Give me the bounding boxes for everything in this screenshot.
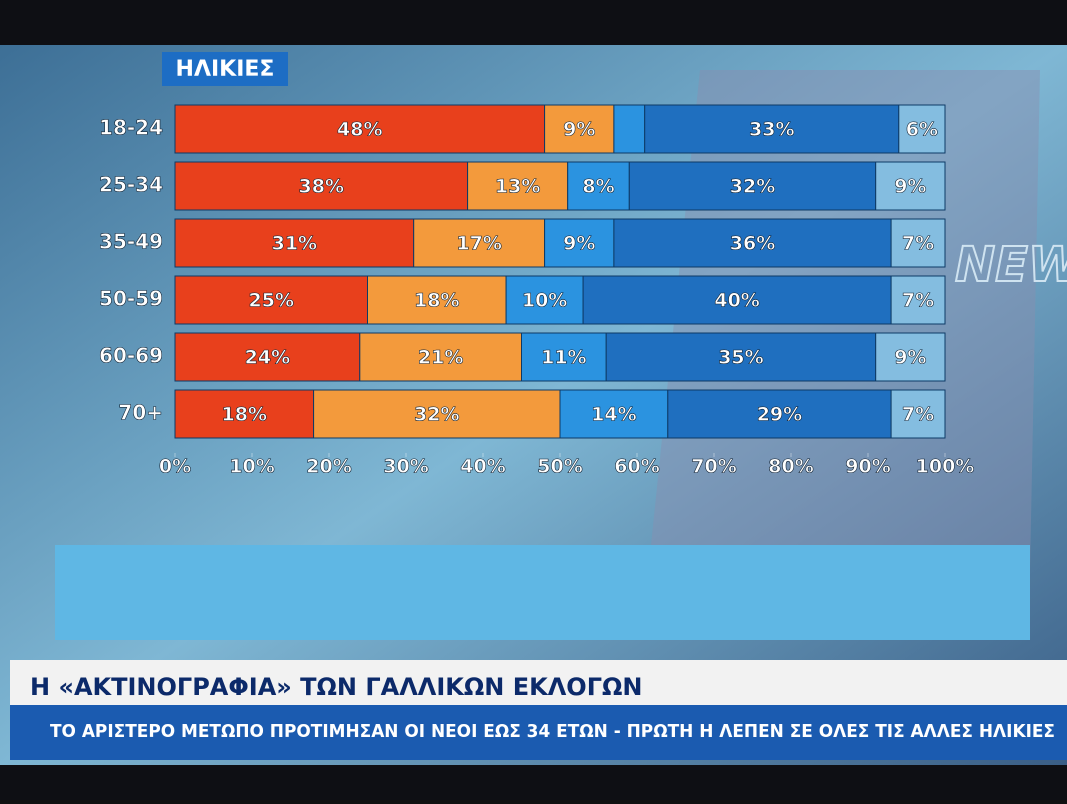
chart-title: ΗΛΙΚΙΕΣ: [176, 57, 275, 82]
value-label: 9%: [563, 119, 595, 141]
value-label: 40%: [714, 290, 759, 312]
value-label: 21%: [418, 347, 463, 369]
bar-segment: [890, 218, 946, 268]
value-label: 6%: [906, 119, 938, 141]
bar-segment: [467, 161, 569, 211]
x-tick-label: 40%: [460, 456, 505, 478]
value-label: 13%: [495, 176, 540, 198]
bar-segment: [875, 332, 946, 382]
sub-banner: [10, 705, 1067, 760]
bar-segment: [174, 104, 546, 154]
x-tick-label: 50%: [537, 456, 582, 478]
bar-segment: [582, 275, 892, 325]
x-tick-label: 10%: [229, 456, 274, 478]
bar-segment: [605, 332, 877, 382]
bar-segment: [174, 332, 361, 382]
bar-segment: [613, 218, 892, 268]
bar-segment: [413, 218, 546, 268]
headline: Η «ΑΚΤΙΝΟΓΡΑΦΙΑ» ΤΩΝ ΓΑΛΛΙΚΩΝ ΕΚΛΟΓΩΝ: [30, 673, 642, 701]
bar-segment: [174, 389, 315, 439]
bar-segment: [644, 104, 900, 154]
x-tick-label: 80%: [768, 456, 813, 478]
value-label: 32%: [730, 176, 775, 198]
bar-segment: [613, 104, 646, 154]
value-label: 31%: [272, 233, 317, 255]
bar-segment: [359, 332, 522, 382]
title-box: [162, 52, 288, 86]
bar-segment: [367, 275, 507, 325]
bar-segment: [521, 332, 607, 382]
bar-segment: [544, 218, 615, 268]
bar-segment: [875, 161, 946, 211]
value-label: 9%: [894, 176, 926, 198]
value-label: 9%: [563, 233, 595, 255]
x-tick-label: 0%: [159, 456, 191, 478]
category-label: 18-24: [99, 116, 163, 140]
bar-segment: [313, 389, 561, 439]
value-label: 8%: [582, 176, 614, 198]
value-label: 7%: [902, 233, 934, 255]
category-label: 35-49: [99, 230, 163, 254]
value-label: 17%: [456, 233, 501, 255]
bar-segment: [174, 161, 469, 211]
bar-segment: [567, 161, 630, 211]
value-label: 14%: [591, 404, 636, 426]
x-tick-label: 90%: [845, 456, 890, 478]
subheadline: ΤΟ ΑΡΙΣΤΕΡΟ ΜΕΤΩΠΟ ΠΡΟΤΙΜΗΣΑΝ ΟΙ ΝΕΟΙ ΕΩ…: [50, 722, 1055, 742]
bar-segment: [890, 389, 946, 439]
x-tick-label: 20%: [306, 456, 351, 478]
value-label: 24%: [245, 347, 290, 369]
category-label: 50-59: [99, 287, 163, 311]
bar-segment: [667, 389, 892, 439]
value-label: 48%: [337, 119, 382, 141]
bar-segment: [628, 161, 877, 211]
value-label: 7%: [902, 290, 934, 312]
value-label: 7%: [902, 404, 934, 426]
bar-segment: [174, 275, 368, 325]
plot: 18-24 48% 9% 33% 6% 25-34 38% 13% 8% 32% 9% 35-49 31…: [99, 104, 975, 478]
value-label: 9%: [894, 347, 926, 369]
bar-segment: [544, 104, 615, 154]
bar-segment: [174, 218, 415, 268]
x-tick-label: 30%: [383, 456, 428, 478]
category-label: 70+: [118, 401, 163, 425]
bar-segment: [898, 104, 946, 154]
bar-segment: [890, 275, 946, 325]
value-label: 38%: [299, 176, 344, 198]
category-label: 25-34: [99, 173, 163, 197]
x-tick-label: 60%: [614, 456, 659, 478]
value-label: 10%: [522, 290, 567, 312]
x-tick-label: 100%: [916, 456, 975, 478]
value-label: 33%: [749, 119, 794, 141]
value-label: 18%: [414, 290, 459, 312]
panel: [55, 545, 1030, 640]
value-label: 25%: [249, 290, 294, 312]
value-label: 18%: [222, 404, 267, 426]
value-label: 32%: [414, 404, 459, 426]
value-label: 35%: [718, 347, 763, 369]
category-label: 60-69: [99, 344, 163, 368]
value-label: 36%: [730, 233, 775, 255]
watermark: NEW: [955, 237, 1067, 293]
value-label: 11%: [541, 347, 586, 369]
x-tick-label: 70%: [691, 456, 736, 478]
value-label: 29%: [757, 404, 802, 426]
